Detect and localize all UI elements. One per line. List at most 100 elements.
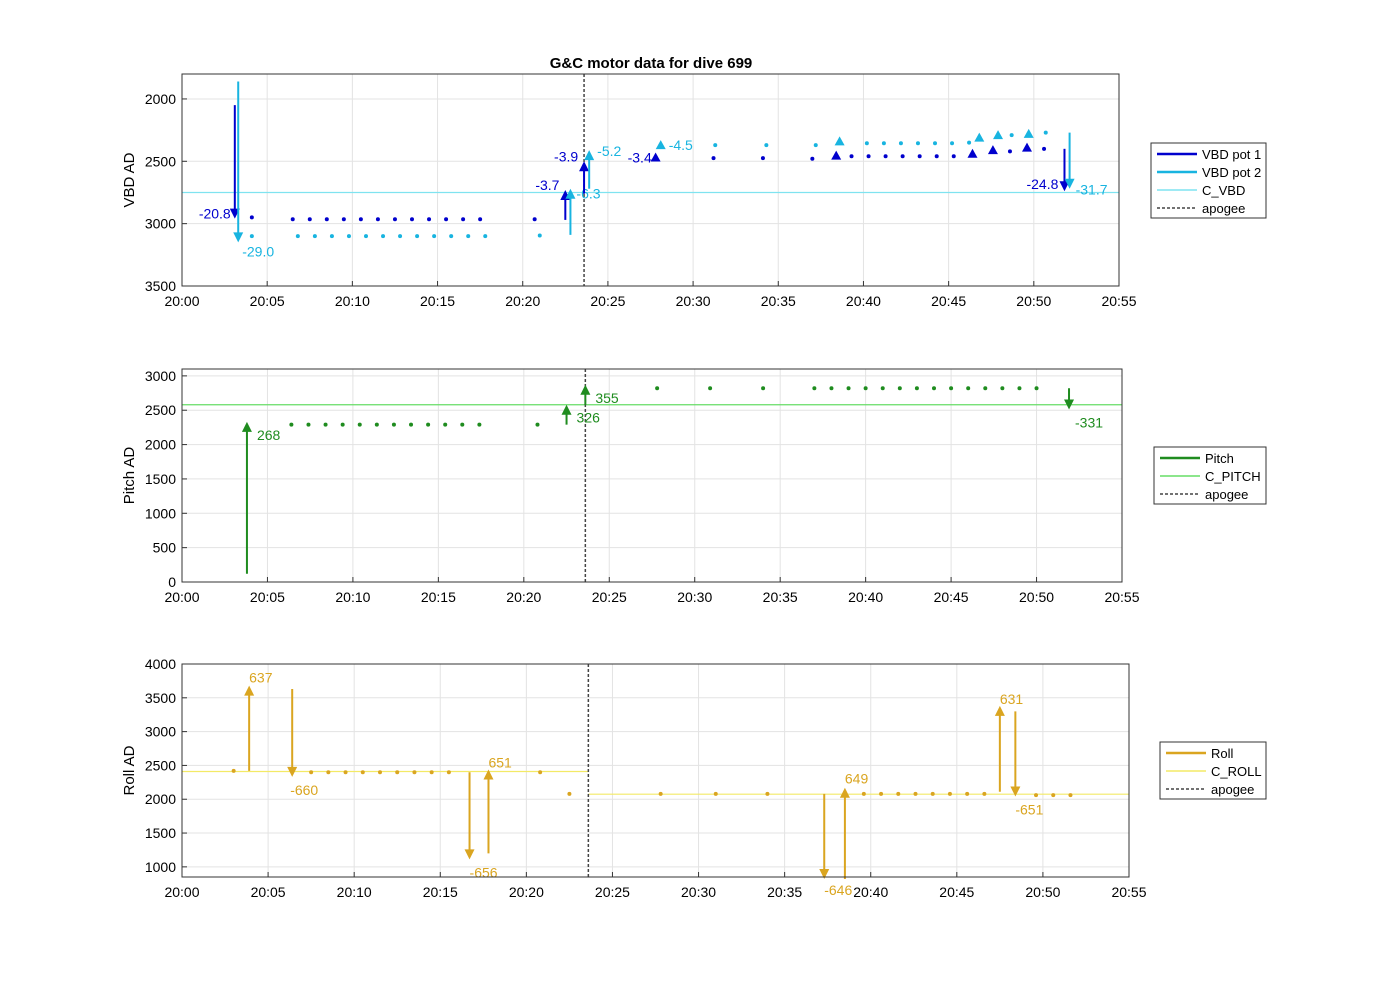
data-point	[483, 234, 488, 239]
data-point	[932, 386, 936, 391]
data-point	[477, 422, 482, 427]
data-point	[915, 141, 920, 146]
data-point	[409, 217, 414, 222]
data-point	[913, 791, 918, 796]
arrow-head	[1059, 181, 1070, 192]
arrow-head	[994, 705, 1005, 716]
point-value-label: -4.5	[669, 137, 693, 153]
data-point	[461, 217, 466, 222]
data-point	[443, 422, 448, 427]
x-tick-label: 20:20	[506, 589, 541, 605]
arrow-value-label: 355	[595, 390, 619, 406]
data-point	[1007, 149, 1012, 154]
arrow-head	[1064, 178, 1075, 189]
arrow-value-label: 649	[845, 771, 869, 787]
data-point	[374, 422, 379, 427]
data-point	[1017, 386, 1022, 391]
triangle-marker	[987, 145, 998, 155]
x-tick-label: 20:50	[1019, 589, 1054, 605]
data-point	[967, 140, 972, 145]
x-tick-label: 20:45	[931, 293, 966, 309]
arrow-value-label: -24.8	[1026, 176, 1058, 192]
x-tick-label: 20:40	[853, 884, 888, 900]
data-point	[432, 234, 437, 239]
data-point	[446, 770, 451, 775]
x-tick-label: 20:15	[423, 884, 458, 900]
x-tick-label: 20:35	[763, 589, 798, 605]
data-point	[567, 791, 572, 796]
legend-label: C_VBD	[1202, 183, 1245, 198]
plot-area	[182, 369, 1122, 582]
data-point	[1051, 793, 1056, 798]
y-tick-label: 0	[168, 574, 176, 590]
data-point	[312, 234, 317, 239]
data-point	[655, 386, 660, 391]
legend-label: VBD pot 2	[1202, 165, 1261, 180]
y-axis-label: Roll AD	[121, 745, 138, 795]
arrow-head	[561, 404, 572, 415]
x-tick-label: 20:30	[677, 589, 712, 605]
triangle-marker	[967, 148, 978, 158]
data-point	[478, 217, 483, 222]
data-point	[896, 791, 901, 796]
data-point	[933, 141, 938, 146]
y-tick-label: 500	[153, 540, 177, 556]
data-point	[879, 791, 884, 796]
arrow-head	[244, 685, 255, 696]
legend-box	[1150, 142, 1267, 219]
data-point	[812, 386, 817, 391]
figure-title: G&C motor data for dive 699	[550, 55, 753, 72]
data-point	[426, 422, 431, 427]
y-tick-label: 3000	[145, 216, 176, 232]
triangle-marker	[993, 130, 1004, 140]
y-tick-label: 1500	[145, 825, 176, 841]
data-point	[917, 154, 922, 159]
data-point	[324, 217, 329, 222]
x-tick-label: 20:25	[590, 293, 625, 309]
arrow-value-label: -3.9	[554, 148, 578, 164]
data-point	[357, 422, 362, 427]
x-tick-label: 20:40	[846, 293, 881, 309]
data-point	[449, 234, 454, 239]
data-point	[864, 141, 869, 146]
data-point	[829, 386, 834, 391]
arrow-head	[584, 150, 595, 161]
data-point	[881, 141, 886, 146]
data-point	[760, 156, 765, 161]
y-tick-label: 2500	[145, 757, 176, 773]
data-point	[289, 422, 294, 427]
data-point	[950, 141, 955, 146]
y-tick-label: 1000	[145, 505, 176, 521]
data-point	[1042, 146, 1047, 151]
subplot-2: 20:00 20:05 20:10 20:15 20:20 20:25 20:30 20:35…	[121, 368, 1267, 605]
data-point	[290, 217, 295, 222]
arrow-value-label: -646	[824, 882, 852, 898]
data-point	[1068, 793, 1073, 798]
data-point	[395, 770, 400, 775]
arrow-value-label: -660	[290, 782, 318, 798]
arrow-value-label: 268	[257, 427, 281, 443]
arrow-value-label: -31.7	[1076, 182, 1108, 198]
x-tick-label: 20:30	[676, 293, 711, 309]
arrow-value-label: -5.2	[597, 143, 621, 159]
data-point	[983, 386, 988, 391]
data-point	[1034, 386, 1039, 391]
y-tick-label: 3000	[145, 724, 176, 740]
x-tick-label: 20:10	[335, 589, 370, 605]
arrow-value-label: 326	[577, 410, 601, 426]
data-point	[934, 154, 939, 159]
data-point	[343, 770, 348, 775]
axes-box	[181, 73, 1120, 287]
data-point	[537, 233, 542, 238]
triangle-marker	[1022, 142, 1033, 152]
data-point	[711, 156, 716, 161]
data-point	[309, 770, 314, 775]
x-tick-label: 20:30	[681, 884, 716, 900]
arrow-value-label: -656	[470, 864, 498, 880]
data-point	[914, 386, 919, 391]
x-tick-label: 20:05	[250, 589, 285, 605]
data-point	[346, 234, 351, 239]
point-value-label: -3.4	[628, 150, 652, 166]
